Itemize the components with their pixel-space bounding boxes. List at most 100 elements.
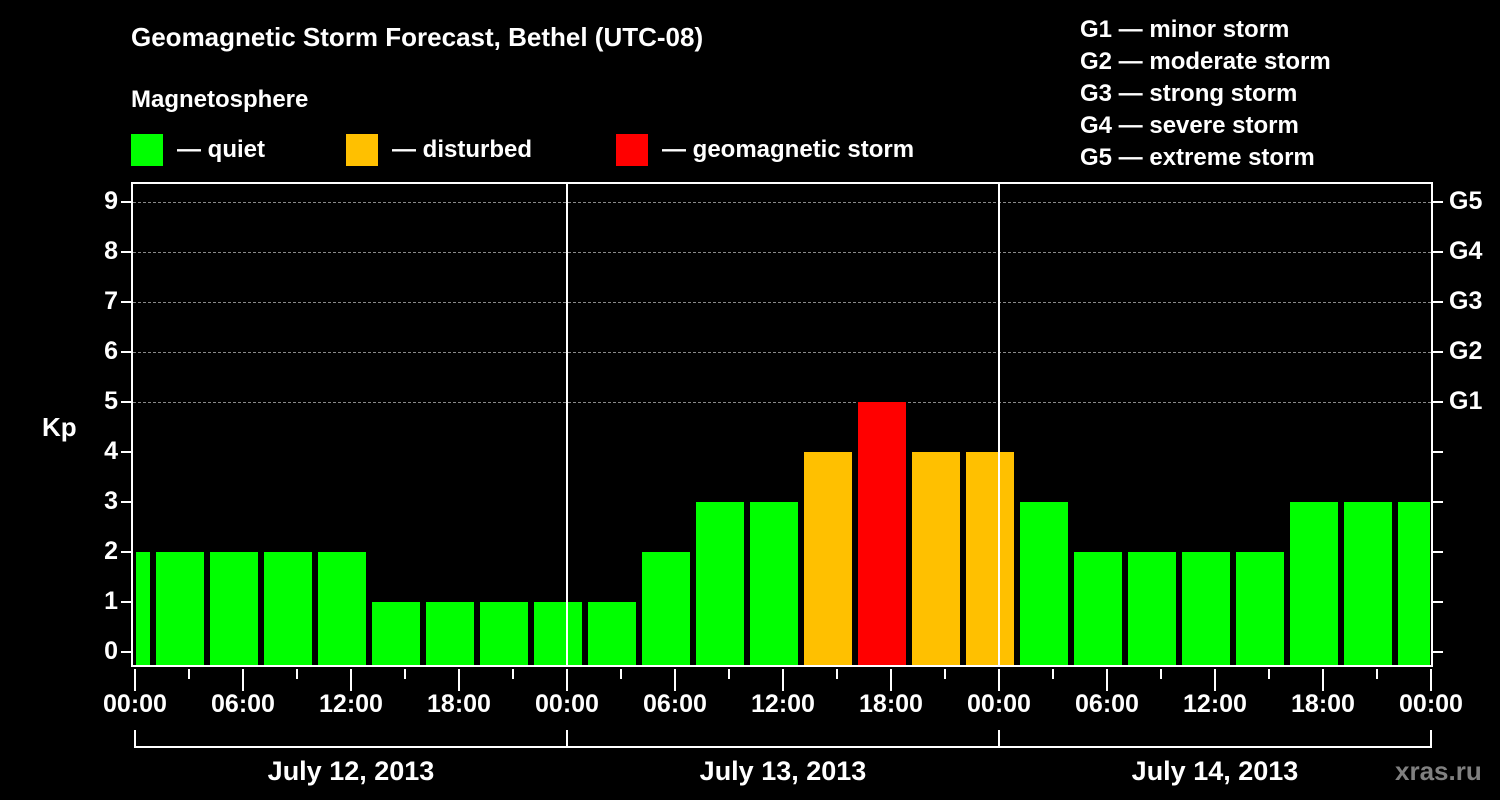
x-tick-label: 12:00 (751, 690, 815, 718)
y-tick (121, 351, 131, 353)
y-tick-right (1433, 301, 1443, 303)
y-tick-label: 4 (104, 437, 118, 465)
y-tick-right (1433, 651, 1443, 653)
swatch-disturbed (346, 134, 378, 166)
bar-quiet (156, 552, 204, 666)
y-tick (121, 601, 131, 603)
x-tick-label: 00:00 (967, 690, 1031, 718)
date-bracket (134, 730, 568, 748)
x-tick-major (1430, 669, 1432, 691)
x-tick-major (458, 669, 460, 691)
x-tick-major (782, 669, 784, 691)
x-tick-minor (620, 669, 622, 679)
y-tick-right (1433, 351, 1443, 353)
y-tick-right (1433, 401, 1443, 403)
bar-disturbed (804, 452, 852, 666)
bar-quiet (136, 552, 150, 666)
x-tick-minor (404, 669, 406, 679)
bar-quiet (534, 602, 582, 666)
y-tick-label: 2 (104, 537, 118, 565)
y-tick (121, 201, 131, 203)
bar-quiet (1182, 552, 1230, 666)
bar-quiet (588, 602, 636, 666)
y-tick (121, 551, 131, 553)
storm-scale-legend: G1 — minor storm G2 — moderate storm G3 … (1080, 14, 1331, 174)
y-tick-label: 5 (104, 387, 118, 415)
y-tick (121, 651, 131, 653)
gridline (133, 402, 1431, 403)
x-tick-major (134, 669, 136, 691)
watermark: xras.ru (1395, 756, 1482, 786)
bar-quiet (210, 552, 258, 666)
x-tick-label: 12:00 (319, 690, 383, 718)
y-tick-label: 3 (104, 487, 118, 515)
y-tick-label: 9 (104, 187, 118, 215)
x-tick-label: 00:00 (1399, 690, 1463, 718)
bar-disturbed (966, 452, 1014, 666)
bar-quiet (1020, 502, 1068, 666)
x-tick-minor (836, 669, 838, 679)
chart-title: Geomagnetic Storm Forecast, Bethel (UTC-… (131, 22, 704, 52)
storm-scale-g4: G4 — severe storm (1080, 112, 1299, 139)
x-tick-minor (512, 669, 514, 679)
y-tick-right (1433, 251, 1443, 253)
x-tick-major (1214, 669, 1216, 691)
x-tick-minor (188, 669, 190, 679)
bar-quiet (1398, 502, 1430, 666)
storm-scale-g5: G5 — extreme storm (1080, 144, 1315, 171)
bar-storm (858, 402, 906, 666)
storm-scale-g2: G2 — moderate storm (1080, 48, 1331, 75)
legend-label: — geomagnetic storm (662, 136, 915, 163)
bar-quiet (642, 552, 690, 666)
bar-quiet (1236, 552, 1284, 666)
gridline (133, 252, 1431, 253)
gridline (133, 302, 1431, 303)
y-tick (121, 451, 131, 453)
legend-quiet: — quiet (131, 134, 265, 166)
g-scale-label: G4 (1449, 237, 1483, 265)
y-tick-label: 7 (104, 287, 118, 315)
x-tick-minor (944, 669, 946, 679)
bar-quiet (696, 502, 744, 666)
bar-disturbed (912, 452, 960, 666)
y-tick (121, 501, 131, 503)
x-tick-major (1106, 669, 1108, 691)
y-tick-label: 6 (104, 337, 118, 365)
x-tick-major (350, 669, 352, 691)
bar-quiet (1074, 552, 1122, 666)
date-label: July 13, 2013 (699, 756, 867, 786)
bar-quiet (372, 602, 420, 666)
x-tick-label: 06:00 (643, 690, 707, 718)
bar-quiet (1344, 502, 1392, 666)
day-divider (566, 182, 568, 667)
x-tick-minor (1376, 669, 1378, 679)
y-tick-label: 1 (104, 587, 118, 615)
chart-subtitle: Magnetosphere (131, 86, 309, 113)
storm-scale-g3: G3 — strong storm (1080, 80, 1298, 107)
y-tick-label: 0 (104, 637, 118, 665)
y-tick-right (1433, 501, 1443, 503)
y-tick (121, 251, 131, 253)
day-divider (998, 182, 1000, 667)
x-tick-major (674, 669, 676, 691)
date-bracket (566, 730, 1000, 748)
bar-quiet (750, 502, 798, 666)
y-tick-right (1433, 451, 1443, 453)
x-tick-label: 18:00 (427, 690, 491, 718)
x-tick-major (890, 669, 892, 691)
swatch-quiet (131, 134, 163, 166)
bar-quiet (264, 552, 312, 666)
bar-quiet (1128, 552, 1176, 666)
y-tick-right (1433, 601, 1443, 603)
y-tick (121, 401, 131, 403)
y-axis-label: Kp (42, 412, 77, 442)
x-tick-label: 06:00 (211, 690, 275, 718)
x-tick-label: 00:00 (535, 690, 599, 718)
y-tick-right (1433, 551, 1443, 553)
date-bracket (998, 730, 1432, 748)
x-tick-minor (1160, 669, 1162, 679)
x-tick-label: 06:00 (1075, 690, 1139, 718)
x-tick-minor (296, 669, 298, 679)
x-tick-label: 18:00 (859, 690, 923, 718)
legend-disturbed: — disturbed (346, 134, 532, 166)
